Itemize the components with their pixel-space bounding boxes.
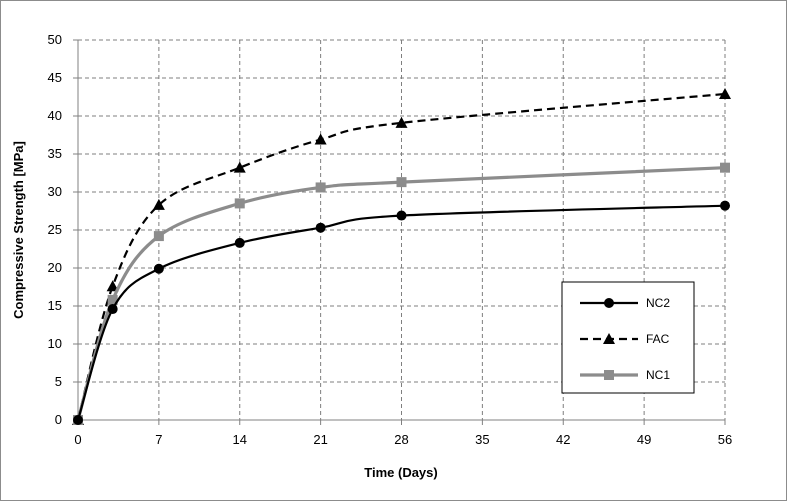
- legend-marker-nc2: [604, 298, 614, 308]
- data-point-nc2: [396, 210, 407, 221]
- legend-label-fac: FAC: [646, 332, 670, 346]
- legend-marker-nc1: [604, 370, 614, 380]
- y-tick-label: 15: [48, 298, 62, 313]
- data-point-fac: [233, 161, 246, 173]
- legend-marker-fac: [603, 333, 615, 344]
- y-tick-label: 50: [48, 32, 62, 47]
- x-axis-title: Time (Days): [364, 465, 437, 480]
- data-point-nc2: [107, 304, 118, 315]
- x-tick-label: 7: [155, 432, 162, 447]
- legend-label-nc1: NC1: [646, 368, 670, 382]
- x-tick-label: 14: [233, 432, 247, 447]
- x-tick-label: 0: [74, 432, 81, 447]
- series-line-fac: [76, 92, 726, 421]
- y-tick-label: 5: [55, 374, 62, 389]
- data-point-nc1: [234, 198, 245, 209]
- data-point-nc2: [720, 200, 730, 211]
- series-layer: [72, 87, 731, 425]
- y-tick-label: 30: [48, 184, 62, 199]
- data-point-nc1: [107, 294, 118, 305]
- tick-labels: 0 5 10 15 20 25 30 35 40 45 50 0 7 14 21 28 35 42 49 56: [48, 32, 733, 447]
- y-tick-label: 25: [48, 222, 62, 237]
- axes: [73, 39, 726, 425]
- data-point-fac: [395, 116, 408, 128]
- data-point-fac: [314, 133, 327, 145]
- x-tick-label: 49: [637, 432, 651, 447]
- y-tick-label: 10: [48, 336, 62, 351]
- data-point-nc1: [396, 177, 407, 188]
- x-tick-label: 28: [394, 432, 408, 447]
- y-axis-title: Compressive Strength [MPa]: [11, 141, 26, 319]
- x-tick-label: 35: [475, 432, 489, 447]
- x-tick-label: 21: [313, 432, 327, 447]
- data-point-fac: [719, 87, 731, 99]
- data-point-fac: [106, 280, 119, 292]
- legend: NC2 FAC NC1: [561, 281, 695, 394]
- data-point-nc2: [315, 222, 326, 233]
- y-tick-label: 20: [48, 260, 62, 275]
- y-tick-label: 40: [48, 108, 62, 123]
- data-point-fac: [152, 198, 165, 210]
- data-point-nc1: [153, 231, 164, 242]
- data-point-nc2: [73, 415, 83, 425]
- x-tick-label: 56: [718, 432, 732, 447]
- y-tick-label: 35: [48, 146, 62, 161]
- data-point-nc1: [315, 182, 326, 193]
- data-point-nc2: [153, 263, 164, 274]
- y-tick-label: 45: [48, 70, 62, 85]
- x-tick-label: 42: [556, 432, 570, 447]
- data-point-nc1: [720, 162, 730, 173]
- data-point-nc2: [234, 237, 245, 248]
- legend-label-nc2: NC2: [646, 296, 670, 310]
- y-tick-label: 0: [55, 412, 62, 427]
